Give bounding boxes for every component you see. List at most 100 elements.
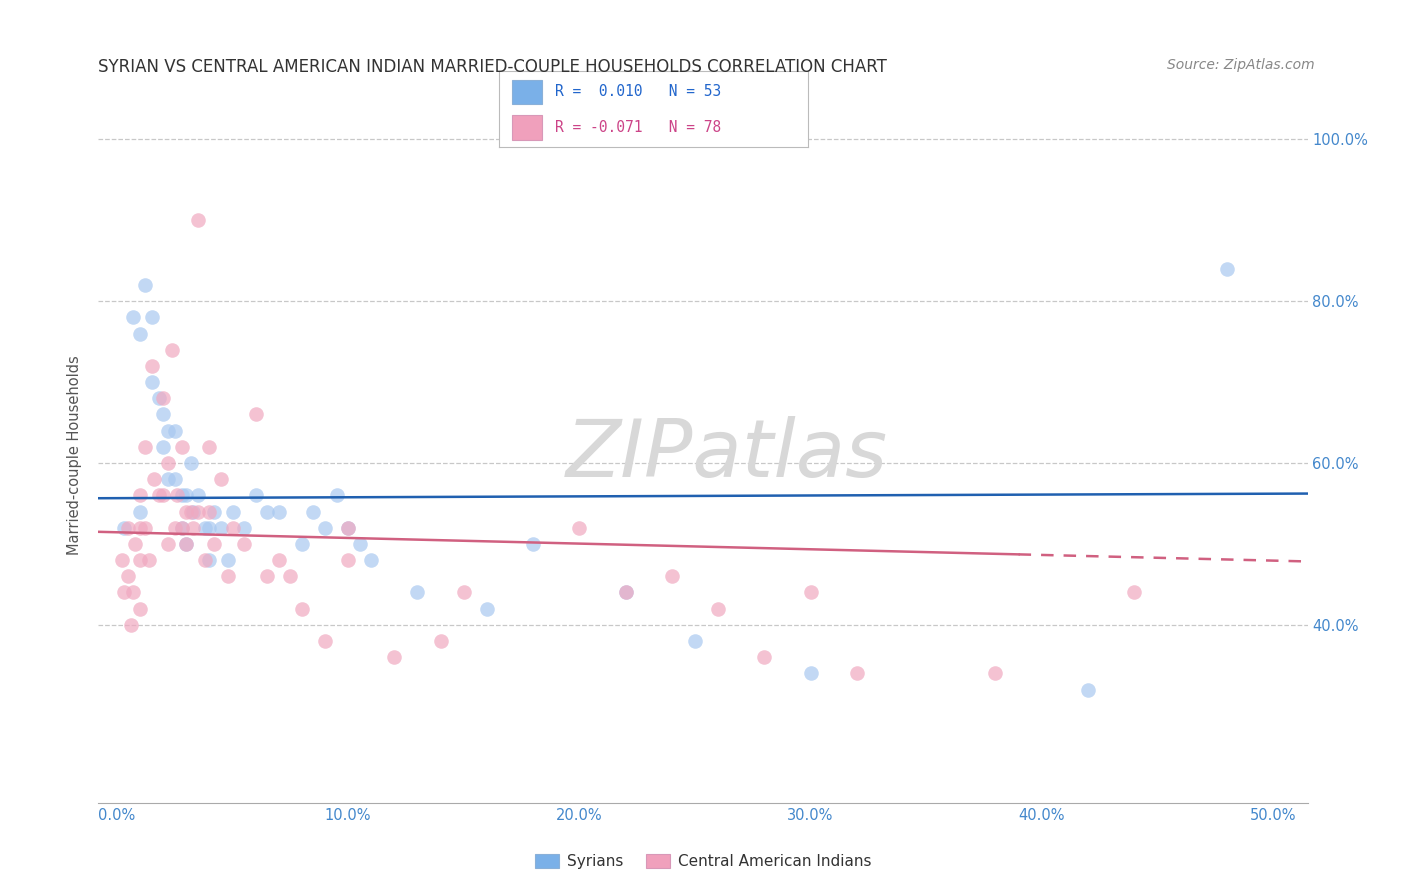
Point bbox=[163, 472, 186, 486]
Point bbox=[122, 585, 145, 599]
Point bbox=[180, 504, 202, 518]
Point bbox=[845, 666, 868, 681]
Point bbox=[799, 666, 821, 681]
Point bbox=[382, 650, 405, 665]
Point bbox=[117, 569, 139, 583]
Point bbox=[314, 521, 336, 535]
Point bbox=[180, 456, 202, 470]
Point bbox=[148, 392, 170, 406]
Point bbox=[156, 537, 179, 551]
Point bbox=[1077, 682, 1099, 697]
Point bbox=[117, 521, 139, 535]
Point bbox=[194, 553, 217, 567]
Point bbox=[134, 440, 156, 454]
Point bbox=[1215, 261, 1237, 276]
Point bbox=[256, 569, 278, 583]
Legend: Syrians, Central American Indians: Syrians, Central American Indians bbox=[529, 847, 877, 875]
Point bbox=[187, 213, 209, 227]
Point bbox=[156, 472, 179, 486]
Text: ZIPatlas: ZIPatlas bbox=[567, 416, 889, 494]
Point bbox=[129, 504, 152, 518]
Point bbox=[163, 521, 186, 535]
Point bbox=[337, 521, 360, 535]
Point bbox=[198, 553, 221, 567]
Point bbox=[163, 424, 186, 438]
Point bbox=[291, 537, 314, 551]
Point bbox=[194, 521, 217, 535]
Point bbox=[170, 488, 193, 502]
Point bbox=[217, 569, 239, 583]
Point bbox=[198, 504, 221, 518]
Point bbox=[198, 440, 221, 454]
Point bbox=[134, 521, 156, 535]
Point bbox=[302, 504, 325, 518]
Point bbox=[202, 537, 225, 551]
Point bbox=[568, 521, 591, 535]
Point bbox=[112, 585, 135, 599]
Point bbox=[129, 601, 152, 615]
Point bbox=[221, 521, 243, 535]
Point bbox=[209, 521, 232, 535]
Bar bbox=[512, 79, 543, 104]
Point bbox=[799, 585, 821, 599]
Point bbox=[138, 553, 160, 567]
Point bbox=[202, 504, 225, 518]
Point bbox=[1123, 585, 1146, 599]
Point bbox=[170, 521, 193, 535]
Point bbox=[122, 310, 145, 325]
Point bbox=[453, 585, 475, 599]
Point bbox=[337, 521, 360, 535]
Y-axis label: Married-couple Households: Married-couple Households bbox=[67, 355, 83, 555]
Point bbox=[156, 456, 179, 470]
Point bbox=[134, 278, 156, 293]
Point bbox=[129, 521, 152, 535]
Point bbox=[148, 488, 170, 502]
Text: R =  0.010   N = 53: R = 0.010 N = 53 bbox=[555, 85, 721, 99]
Point bbox=[314, 634, 336, 648]
Point bbox=[129, 553, 152, 567]
Point bbox=[217, 553, 239, 567]
Point bbox=[174, 537, 197, 551]
Point bbox=[267, 504, 290, 518]
Point bbox=[209, 472, 232, 486]
Point bbox=[267, 553, 290, 567]
Point bbox=[141, 310, 163, 325]
Point bbox=[522, 537, 544, 551]
Point bbox=[406, 585, 429, 599]
Point bbox=[142, 472, 165, 486]
Point bbox=[233, 521, 256, 535]
Point bbox=[291, 601, 314, 615]
Point bbox=[170, 440, 193, 454]
Point bbox=[245, 408, 267, 422]
Point bbox=[141, 359, 163, 373]
Text: Source: ZipAtlas.com: Source: ZipAtlas.com bbox=[1167, 58, 1315, 72]
Point bbox=[984, 666, 1007, 681]
Point bbox=[152, 408, 174, 422]
Point bbox=[174, 537, 197, 551]
Point bbox=[166, 488, 188, 502]
Point bbox=[707, 601, 730, 615]
Point bbox=[683, 634, 706, 648]
Point bbox=[429, 634, 451, 648]
Point bbox=[152, 440, 174, 454]
Point bbox=[614, 585, 637, 599]
Point bbox=[349, 537, 371, 551]
Text: R = -0.071   N = 78: R = -0.071 N = 78 bbox=[555, 120, 721, 135]
Point bbox=[162, 343, 184, 357]
Text: SYRIAN VS CENTRAL AMERICAN INDIAN MARRIED-COUPLE HOUSEHOLDS CORRELATION CHART: SYRIAN VS CENTRAL AMERICAN INDIAN MARRIE… bbox=[98, 58, 887, 76]
Point bbox=[245, 488, 267, 502]
Point bbox=[360, 553, 382, 567]
Point bbox=[174, 488, 197, 502]
Point bbox=[181, 504, 204, 518]
Point bbox=[187, 504, 209, 518]
Point bbox=[181, 521, 204, 535]
Point bbox=[475, 601, 498, 615]
Point bbox=[174, 504, 197, 518]
Point bbox=[110, 553, 132, 567]
Point bbox=[156, 424, 179, 438]
Point bbox=[170, 521, 193, 535]
Point bbox=[112, 521, 135, 535]
Point bbox=[325, 488, 347, 502]
Point bbox=[152, 392, 174, 406]
Point bbox=[614, 585, 637, 599]
